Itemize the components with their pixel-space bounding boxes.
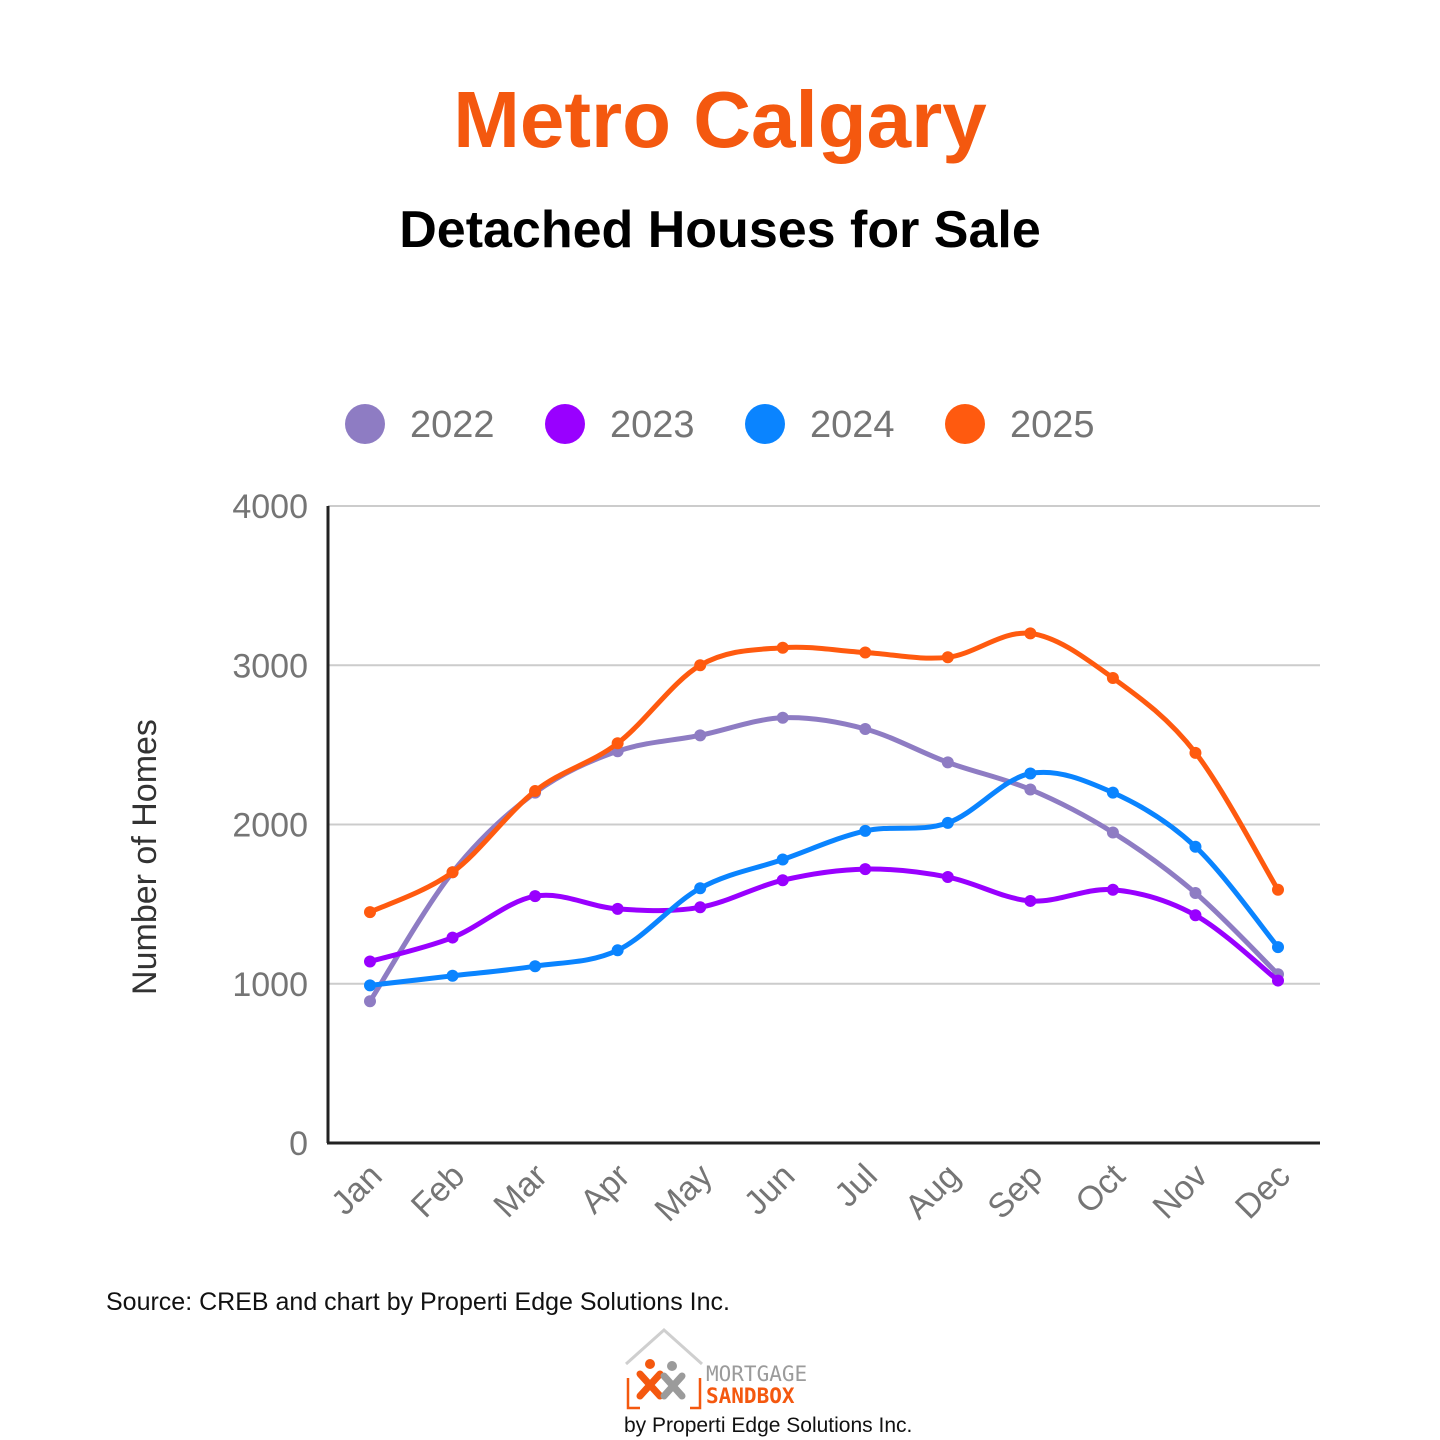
chart-gridlines (328, 505, 1320, 985)
legend-label-2023: 2023 (610, 404, 695, 446)
series-line-2022 (367, 715, 1281, 1004)
logo-sandbox-text: SANDBOX (706, 1384, 795, 1408)
x-axis-ticks: Jan Feb Mar Apr May Jun Jul Aug Sep Oct Nov Dec (324, 1156, 1298, 1229)
data-point (1272, 941, 1284, 954)
series-2024 (364, 767, 1284, 992)
x-tick-label: Feb (404, 1157, 472, 1225)
series-2023 (364, 863, 1284, 987)
data-point (941, 816, 954, 829)
data-point (364, 995, 376, 1008)
data-point (1189, 909, 1202, 922)
legend-label-2024: 2024 (810, 404, 895, 446)
logo-byline: by Properti Edge Solutions Inc. (624, 1414, 913, 1437)
legend-label-2025: 2025 (1010, 404, 1095, 446)
x-tick-label: Jan (324, 1157, 390, 1223)
data-point (611, 944, 624, 957)
data-point (611, 737, 624, 750)
data-point (1272, 974, 1284, 987)
data-point (776, 874, 789, 887)
data-point (859, 863, 872, 876)
logo-mortgage-text: MORTGAGE (706, 1362, 808, 1386)
x-tick-label: Nov (1145, 1157, 1215, 1227)
legend-marker-2023 (545, 404, 585, 444)
series-line-2025 (367, 630, 1281, 915)
y-tick-label: 4000 (232, 488, 308, 526)
legend-marker-2024 (745, 404, 785, 444)
data-point (694, 729, 707, 742)
y-axis-ticks: 0 1000 2000 3000 4000 (232, 488, 308, 1163)
x-tick-label: Jun (737, 1157, 803, 1223)
data-point (446, 866, 459, 879)
data-point (1024, 783, 1037, 796)
x-tick-label: Dec (1228, 1157, 1298, 1227)
x-tick-label: Oct (1068, 1156, 1133, 1221)
y-axis-label: Number of Homes (126, 719, 164, 995)
house-icon (624, 1327, 704, 1410)
x-tick-label: Jul (827, 1157, 885, 1215)
y-tick-label: 0 (289, 1125, 308, 1163)
data-point (694, 659, 707, 672)
data-point (446, 969, 459, 982)
data-point (1024, 767, 1037, 780)
series-line-2023 (367, 866, 1281, 984)
legend-marker-2022 (345, 404, 385, 444)
legend-marker-2025 (945, 404, 985, 444)
mortgage-sandbox-logo: MORTGAGE SANDBOX by Properti Edge Soluti… (620, 1326, 912, 1440)
data-point (529, 960, 542, 973)
data-point (611, 902, 624, 915)
chart-series (364, 627, 1284, 1008)
data-point (364, 979, 376, 992)
data-point (941, 756, 954, 769)
x-tick-label: Sep (980, 1157, 1050, 1227)
y-tick-label: 2000 (232, 807, 308, 845)
data-point (1106, 786, 1119, 799)
chart-subtitle: Detached Houses for Sale (399, 201, 1041, 259)
y-tick-label: 3000 (232, 647, 308, 685)
data-point (776, 711, 789, 724)
series-line-2024 (367, 769, 1281, 988)
data-point (529, 890, 542, 903)
x-tick-label: Aug (898, 1157, 968, 1227)
data-point (364, 906, 376, 919)
data-point (941, 651, 954, 664)
data-point (941, 871, 954, 884)
data-point (776, 641, 789, 654)
data-point (694, 901, 707, 914)
series-2022 (364, 711, 1284, 1008)
data-point (1189, 746, 1202, 759)
data-point (859, 646, 872, 659)
data-point (1106, 826, 1119, 839)
source-note: Source: CREB and chart by Properti Edge … (106, 1288, 730, 1316)
data-point (529, 785, 542, 798)
data-point (1106, 883, 1119, 896)
data-point (694, 882, 707, 895)
data-point (859, 824, 872, 837)
legend-label-2022: 2022 (410, 404, 495, 446)
data-point (1106, 671, 1119, 684)
page-title: Metro Calgary (453, 75, 987, 164)
data-point (1189, 886, 1202, 899)
chart-legend: 2022 2023 2024 2025 (345, 404, 1095, 446)
x-tick-label: May (648, 1157, 720, 1229)
data-point (446, 931, 459, 944)
data-point (1189, 840, 1202, 853)
data-point (776, 853, 789, 866)
series-2025 (364, 627, 1284, 919)
data-point (1272, 883, 1284, 896)
data-point (1024, 627, 1037, 640)
y-tick-label: 1000 (232, 966, 308, 1004)
data-point (364, 955, 376, 968)
data-point (1024, 894, 1037, 907)
x-tick-label: Mar (486, 1157, 554, 1225)
data-point (859, 722, 872, 735)
x-tick-label: Apr (573, 1157, 637, 1221)
